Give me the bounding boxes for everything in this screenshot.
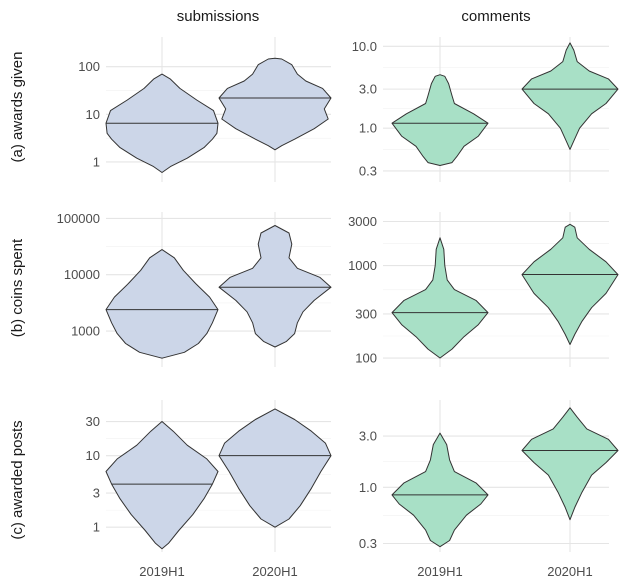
violin-2019H1-submissions-b-coins-spent [105,249,219,359]
y-tick-label: 300 [355,306,377,321]
row-strip-awarded-posts: (c) awarded posts [9,420,26,539]
panel-b-coins-spent-submissions: 1000 10000 100000 [57,211,332,367]
panel-c-awarded-posts-submissions: 1 3 10 30 [86,400,332,552]
y-tick-label: 10 [86,448,100,463]
y-tick-label: 10000 [64,267,100,282]
y-tick-label: 3 [93,486,100,501]
panel-b-coins-spent-comments: 100 300 1000 3000 [348,212,619,367]
y-tick-label: 0.3 [359,163,377,178]
y-tick-label: 3000 [348,214,377,229]
row-strip-coins-spent: (b) coins spent [9,238,26,337]
violin-2019H1-comments-b-coins-spent [391,237,489,359]
panel-a-awards-given-comments: 0.3 1.0 3.0 10.0 [352,37,619,182]
violin-2020H1-comments-b-coins-spent [521,223,619,346]
violin-2020H1-submissions-b-coins-spent [218,225,332,348]
y-tick-label: 1000 [71,324,100,339]
column-strip-submissions: submissions [177,8,260,25]
column-strip-comments: comments [461,8,530,25]
y-tick-label: 0.3 [359,536,377,551]
x-tick-label-comments-2019H1: 2019H1 [417,564,463,579]
x-tick-label-submissions-2020H1: 2020H1 [252,564,298,579]
violin-2019H1-submissions-c-awarded-posts [105,421,219,550]
y-tick-label: 100 [78,59,100,74]
y-tick-label: 10.0 [352,39,377,54]
x-tick-label-comments-2020H1: 2020H1 [547,564,593,579]
y-tick-label: 1.0 [359,480,377,495]
row-strip-awards-given: (a) awards given [9,52,26,163]
y-tick-label: 10 [86,107,100,122]
y-tick-label: 3.0 [359,82,377,97]
panel-a-awards-given-submissions: 1 10 100 [78,37,332,182]
x-axis-labels: 2019H1 2020H1 2019H1 2020H1 [139,564,593,579]
y-tick-label: 3.0 [359,429,377,444]
violin-2020H1-submissions-c-awarded-posts [218,408,332,528]
panel-c-awarded-posts-comments: 0.3 1.0 3.0 [359,400,619,552]
violin-2019H1-comments-c-awarded-posts [391,432,489,548]
violin-2020H1-submissions-a-awards-given [218,57,332,151]
y-tick-label: 1 [93,154,100,169]
y-tick-label: 100000 [57,211,100,226]
violin-2019H1-comments-a-awards-given [391,74,489,166]
y-tick-label: 1000 [348,258,377,273]
y-tick-label: 30 [86,414,100,429]
x-tick-label-submissions-2019H1: 2019H1 [139,564,185,579]
y-tick-label: 1 [93,520,100,535]
violin-2020H1-comments-a-awards-given [521,42,619,150]
violin-2020H1-comments-c-awarded-posts [521,407,619,521]
panels-layer: 1101000.31.03.010.0100010000100000100300… [57,37,619,552]
y-tick-label: 1.0 [359,121,377,136]
y-tick-label: 100 [355,351,377,366]
